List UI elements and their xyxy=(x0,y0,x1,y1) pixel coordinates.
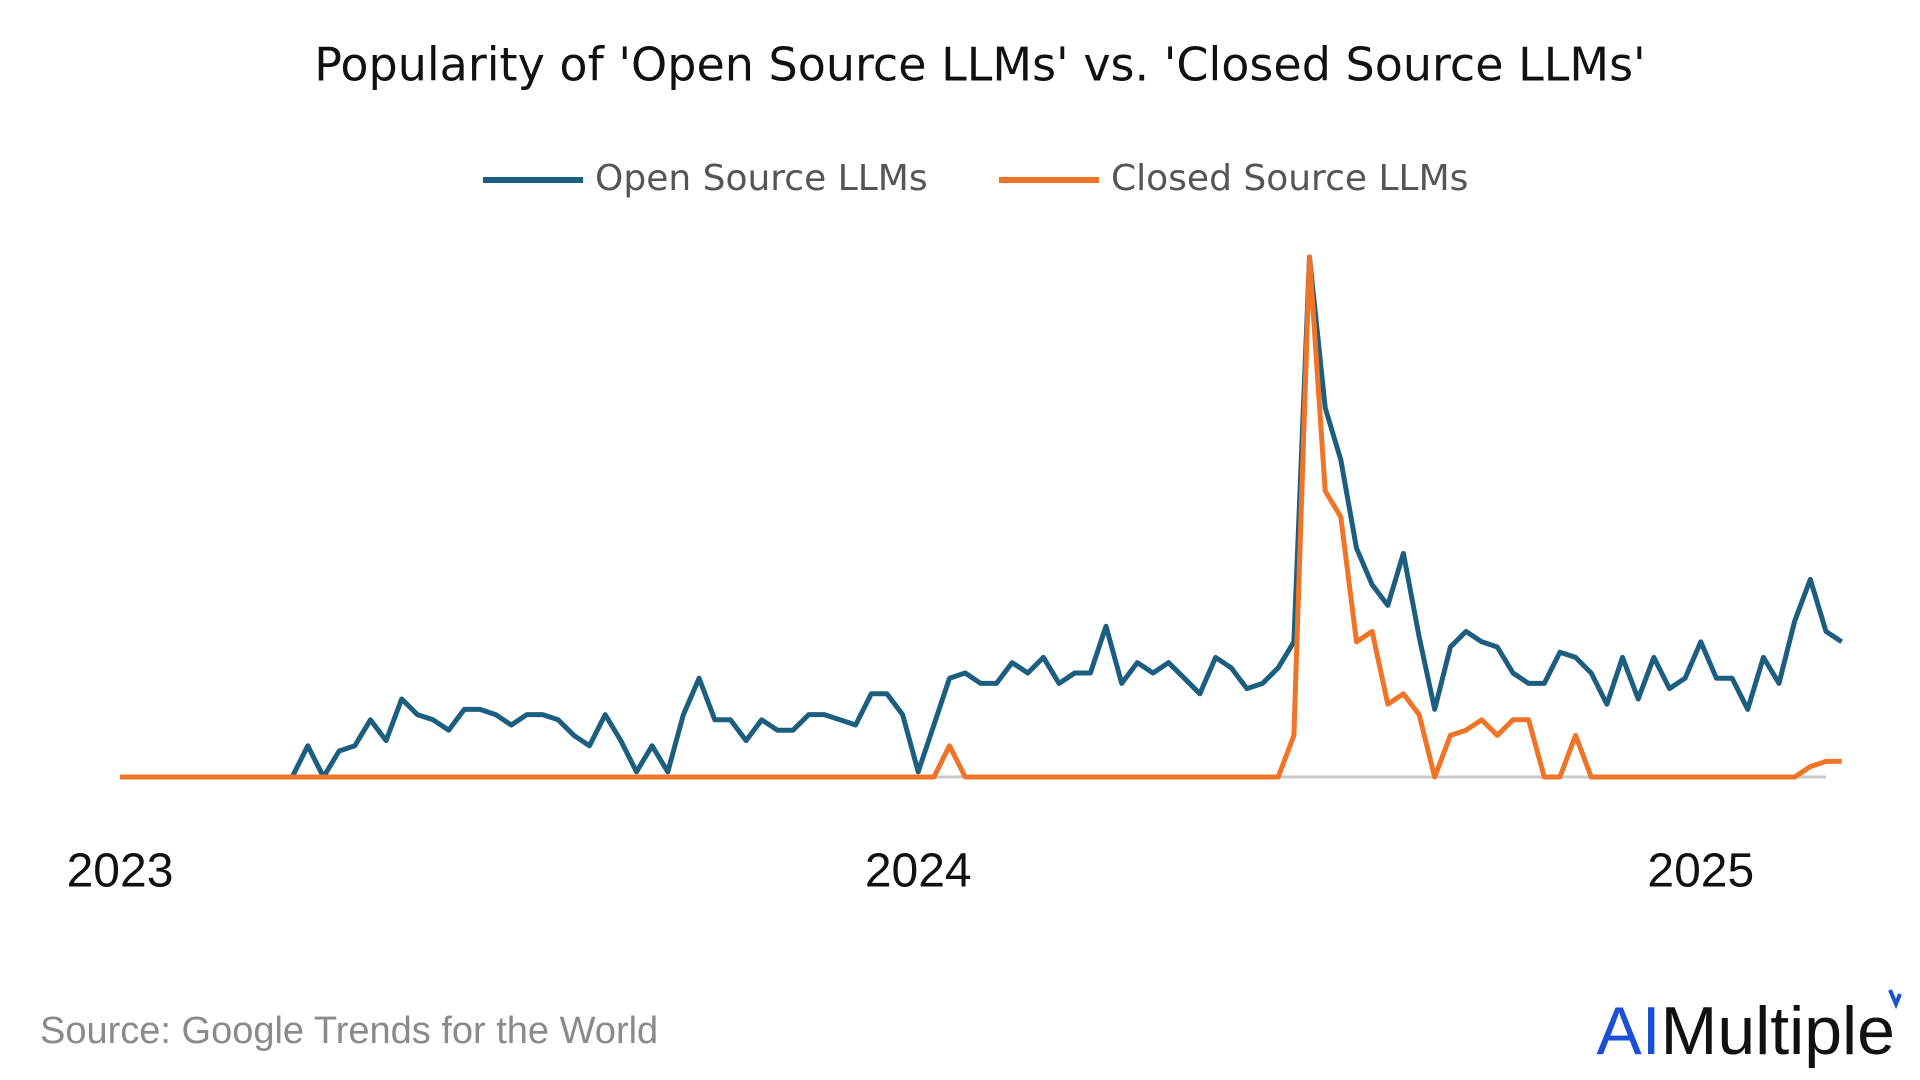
x-tick-label: 2023 xyxy=(67,845,174,898)
x-tick-label: 2025 xyxy=(1647,845,1754,898)
source-note: Source: Google Trends for the World xyxy=(40,1010,658,1052)
x-tick-label: 2024 xyxy=(865,845,972,898)
logo-part: Multiple xyxy=(1661,993,1895,1069)
logo-accent xyxy=(1888,989,1902,1010)
series-line xyxy=(120,254,1842,780)
legend-label: Open Source LLMs xyxy=(595,158,928,199)
chart-title: Popularity of 'Open Source LLMs' vs. 'Cl… xyxy=(314,38,1645,92)
logo-part: AI xyxy=(1596,993,1660,1069)
logo: AIMultiple xyxy=(1596,993,1895,1069)
series-line xyxy=(120,254,1844,780)
legend-label: Closed Source LLMs xyxy=(1111,158,1468,199)
